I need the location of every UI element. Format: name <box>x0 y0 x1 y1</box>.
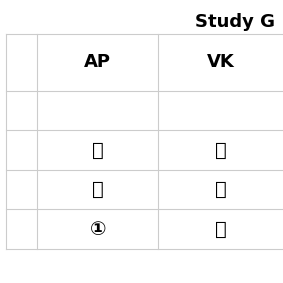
Text: VK: VK <box>207 53 235 71</box>
Text: Study G: Study G <box>194 13 275 31</box>
Text: ①: ① <box>89 220 106 239</box>
Text: ⓪: ⓪ <box>215 140 227 160</box>
Text: ⓪: ⓪ <box>215 180 227 199</box>
Text: ⓪: ⓪ <box>92 140 104 160</box>
Text: ⓪: ⓪ <box>92 180 104 199</box>
Text: AP: AP <box>84 53 111 71</box>
Text: ⓪: ⓪ <box>215 220 227 239</box>
